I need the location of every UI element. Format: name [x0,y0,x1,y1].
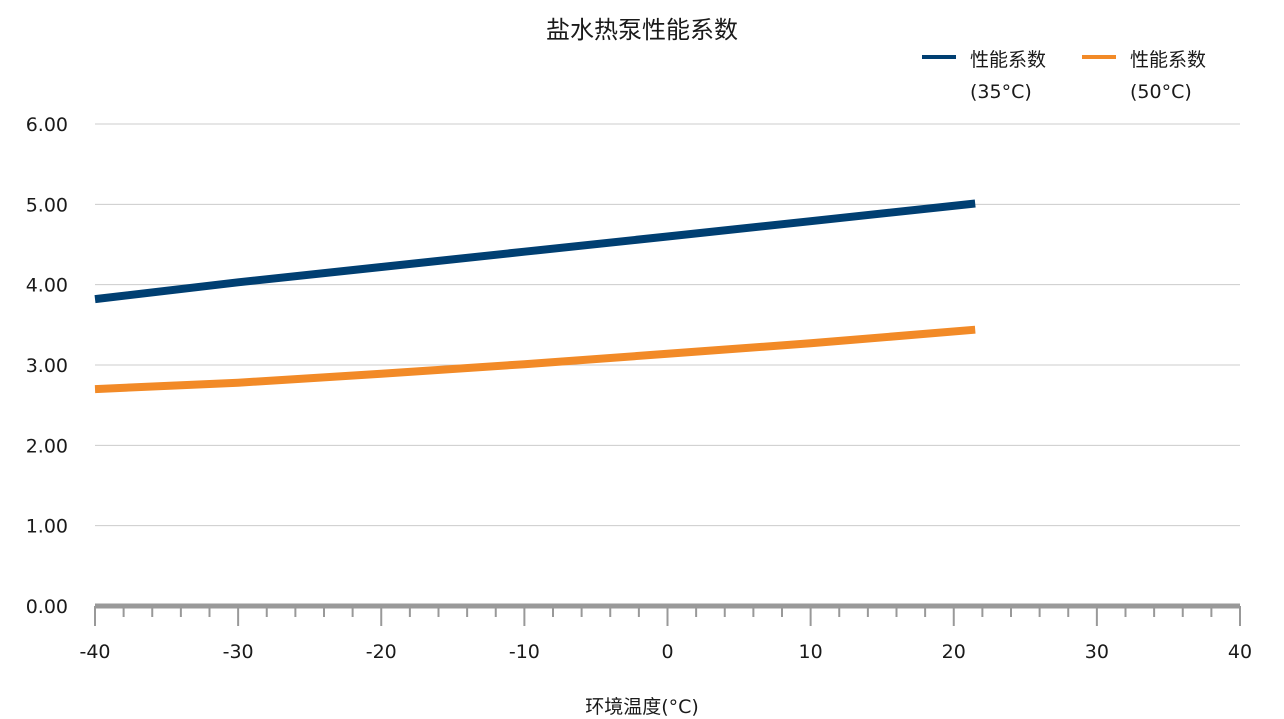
x-tick-label-6: 20 [942,641,966,663]
x-tick-label-3: -10 [509,641,540,663]
legend-swatch-series-2 [1082,55,1116,59]
x-tick-label-7: 30 [1085,641,1109,663]
x-tick-label-5: 10 [799,641,823,663]
x-tick-label-8: 40 [1228,641,1252,663]
series-lines [94,199,976,394]
legend-label-series-1: 性能系数(35°C) [970,49,1047,103]
x-tick-label-4: 0 [661,641,673,663]
y-tick-labels: 0.00 1.00 2.00 3.00 4.00 5.00 6.00 [26,114,68,618]
x-tick-labels: -40 -30 -20 -10 0 10 20 30 40 [79,641,1252,663]
y-tick-label-2: 2.00 [26,435,68,457]
legend: 性能系数(35°C) 性能系数(50°C) [922,44,1220,108]
legend-item-series-1: 性能系数(35°C) [922,44,1060,108]
legend-swatch-series-1 [922,55,956,59]
y-tick-label-3: 3.00 [26,355,68,377]
x-tick-label-0: -40 [79,641,110,663]
chart-title: 盐水热泵性能系数 [546,16,738,44]
x-axis [94,603,1241,626]
x-axis-label: 环境温度(°C) [585,696,699,718]
x-tick-label-2: -20 [366,641,397,663]
legend-item-series-2: 性能系数(50°C) [1082,44,1220,108]
series-line-1 [94,199,976,304]
series-line-2 [94,325,976,394]
grid-lines [95,123,1240,527]
legend-label-series-2: 性能系数(50°C) [1130,49,1207,103]
y-tick-label-1: 1.00 [26,516,68,538]
y-tick-label-4: 4.00 [26,275,68,297]
y-tick-label-0: 0.00 [26,596,68,618]
x-tick-label-1: -30 [223,641,254,663]
y-tick-label-5: 5.00 [26,194,68,216]
y-tick-label-6: 6.00 [26,114,68,136]
